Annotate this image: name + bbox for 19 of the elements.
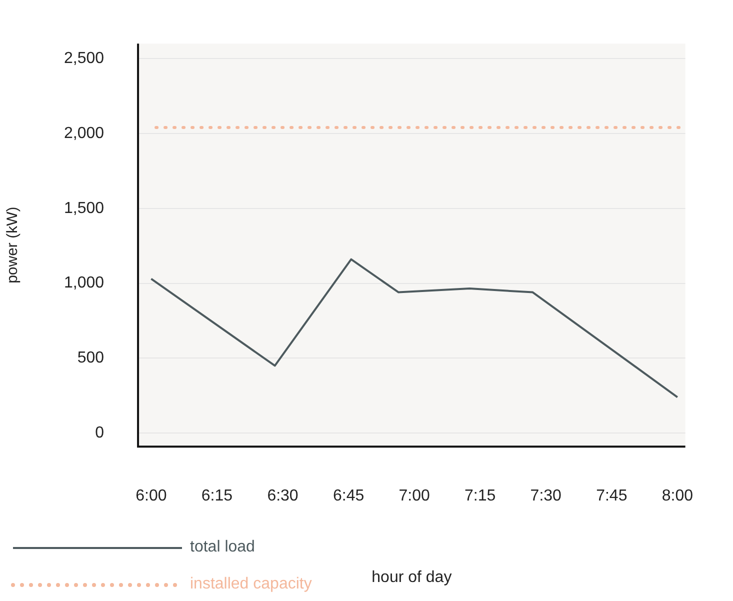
y-tick-label: 2,000 <box>64 124 104 142</box>
x-axis-title: hour of day <box>372 568 452 586</box>
y-tick-label: 2,500 <box>64 50 104 67</box>
y-tick-label: 0 <box>95 424 104 442</box>
text: total load <box>190 538 255 556</box>
x-tick-label: 8:00 <box>662 488 694 505</box>
ref-line-label: installed capacity <box>190 575 312 592</box>
y-tick-label: 1,500 <box>64 200 104 217</box>
x-tick-label: 7:15 <box>464 488 496 505</box>
x-tick-label: 7:30 <box>530 488 562 505</box>
y-tick-label: 1,000 <box>64 274 104 292</box>
x-tick-label: 7:00 <box>398 488 430 505</box>
y-axis-title: power (kW) <box>4 206 22 284</box>
y-tick-label: 500 <box>77 350 104 367</box>
x-tick-label: 6:30 <box>267 488 298 505</box>
x-tick-label: 6:00 <box>136 488 167 505</box>
x-tick-label: 7:45 <box>596 488 628 505</box>
x-tick-label: 6:15 <box>201 488 233 505</box>
x-tick-label: 6:45 <box>332 488 364 505</box>
